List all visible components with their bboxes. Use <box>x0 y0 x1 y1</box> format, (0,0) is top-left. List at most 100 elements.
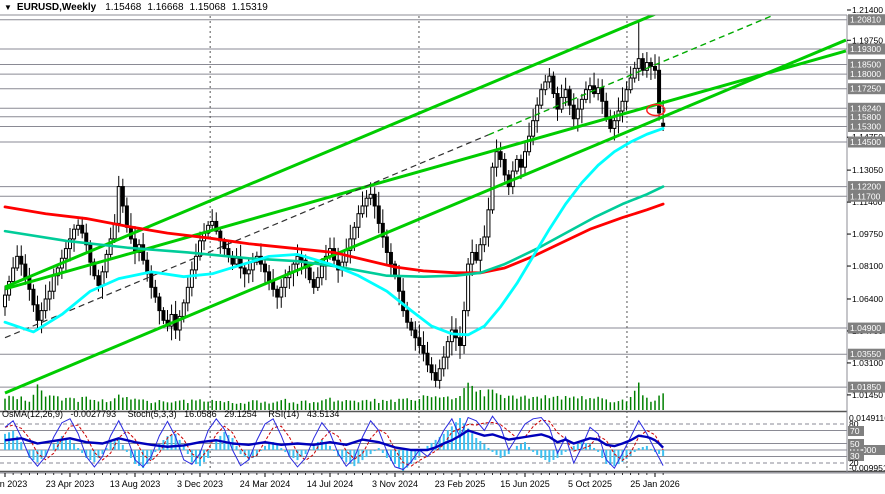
candle-bull <box>193 255 198 271</box>
indicator-plot <box>4 415 665 471</box>
candle-bull <box>368 193 373 199</box>
candle-bull <box>575 108 580 120</box>
chart-title-bar: ▼ EURUSD,Weekly 1.15468 1.16668 1.15068 … <box>4 1 274 14</box>
channel-lower[interactable] <box>4 38 847 395</box>
rsi-line <box>4 429 664 452</box>
price-tick-label: 1.06400 <box>852 294 883 304</box>
price-level-badge-label: 1.19300 <box>850 44 881 54</box>
collapse-triangle-icon[interactable]: ▼ <box>4 3 12 12</box>
candle-bull <box>177 315 182 331</box>
price-level-badge <box>848 322 885 334</box>
price-level-badge-label: 1.03550 <box>850 349 881 359</box>
candle-bear <box>661 122 666 127</box>
candle-bull <box>543 81 548 91</box>
candle-bull <box>527 135 532 153</box>
rsi-label: RSI(14) <box>268 409 300 419</box>
candle-bull <box>449 329 454 343</box>
highlight-circle-marker <box>646 103 666 117</box>
price-level-badge <box>848 181 885 193</box>
date-tick-label: 14 Jul 2024 <box>307 479 354 489</box>
candle-bear <box>271 281 276 290</box>
candle-bull <box>579 98 584 110</box>
candle-bear <box>80 224 85 234</box>
candle-bull <box>76 224 81 230</box>
price-level-badge <box>848 121 885 132</box>
price-level-badge <box>848 190 885 202</box>
price-tick-label: 1.03100 <box>852 358 883 368</box>
indicator-level-badge-label: 30 <box>850 451 860 461</box>
ma-teal <box>3 185 665 278</box>
price-level-badge-label: 1.04900 <box>850 323 881 333</box>
candle-bull <box>624 89 629 102</box>
indicator-labels-row: OsMA(12,26,9) -0.0027793 Stoch(5,3,3) 16… <box>2 409 344 419</box>
candle-bull <box>445 341 450 358</box>
candle-bear <box>458 337 462 346</box>
candle-bull <box>210 220 215 226</box>
price-level-badge <box>848 14 885 26</box>
price-level-badge <box>848 43 885 55</box>
candle-bear <box>372 193 377 207</box>
indicator-level-badge-label: 70 <box>850 426 860 436</box>
candle-bear <box>23 263 28 279</box>
price-axis[interactable]: 1.214001.197501.147501.130501.114001.097… <box>847 5 885 473</box>
candle-bear <box>433 372 438 381</box>
candle-bear <box>267 271 272 283</box>
candle-bull <box>535 104 540 122</box>
candle-bear <box>31 288 36 306</box>
candle-bear <box>421 344 426 354</box>
price-level-badge-label: 1.14500 <box>850 137 881 147</box>
price-level-badge-label: 1.16240 <box>850 103 881 113</box>
price-tick-label: 1.08100 <box>852 261 883 271</box>
indicator-scale-label: 20 <box>849 458 859 468</box>
candle-bear <box>401 290 406 312</box>
candle-bear <box>19 255 24 265</box>
candle-bear <box>474 251 479 261</box>
price-level-badge-label: 1.01850 <box>850 382 881 392</box>
candle-bull <box>352 226 357 240</box>
stoch-d-value: 29.1254 <box>224 409 257 419</box>
candle-bull <box>348 238 353 252</box>
candle-bull <box>523 151 527 168</box>
candle-bear <box>153 286 158 298</box>
candle-bear <box>502 158 507 176</box>
date-axis[interactable]: 1 Jan 2023 23 Apr 2023 13 Aug 2023 3 Dec 20… <box>0 473 680 489</box>
stoch-label: Stoch(5,3,3) <box>127 409 177 419</box>
candle-bear <box>214 220 219 232</box>
candle-bull <box>112 222 117 240</box>
candle-bull <box>620 100 625 112</box>
candle-bull <box>279 286 284 298</box>
date-tick-label: 3 Nov 2024 <box>372 479 418 489</box>
candle-bear <box>653 65 657 71</box>
trend-dashed-dark[interactable] <box>4 134 489 339</box>
candle-bear <box>157 296 162 312</box>
candle-bear <box>571 104 576 120</box>
candle-bull <box>466 263 471 312</box>
candle-bull <box>181 302 186 317</box>
quote-low: 1.15068 <box>189 2 226 13</box>
candle-bull <box>437 368 442 381</box>
candle-bear <box>311 279 316 288</box>
candle-bear <box>498 151 503 160</box>
candle-bear <box>388 251 393 265</box>
indicator-level-badge <box>848 451 864 461</box>
candle-bull <box>462 310 467 346</box>
candle-bear <box>397 275 402 292</box>
candle-bull <box>100 271 105 286</box>
symbol-period-label: EURUSD,Weekly <box>16 2 97 13</box>
candle-bull <box>51 275 56 292</box>
candle-bull <box>364 197 369 207</box>
price-tick-label: 1.21400 <box>852 5 883 15</box>
candle-bull <box>478 244 483 261</box>
indicator-scale-label: 0.0149116 <box>849 413 885 423</box>
date-tick-label: 24 Mar 2024 <box>240 479 291 489</box>
price-tick-label: 1.19750 <box>852 35 883 45</box>
candle-bull <box>441 356 446 370</box>
candle-bear <box>409 321 414 331</box>
candle-bear <box>405 310 410 323</box>
candle-bull <box>596 87 601 95</box>
candle-bear <box>380 222 385 238</box>
candle-bull <box>63 248 68 259</box>
indicator-level-badge-label: 0.0000 <box>850 445 877 455</box>
